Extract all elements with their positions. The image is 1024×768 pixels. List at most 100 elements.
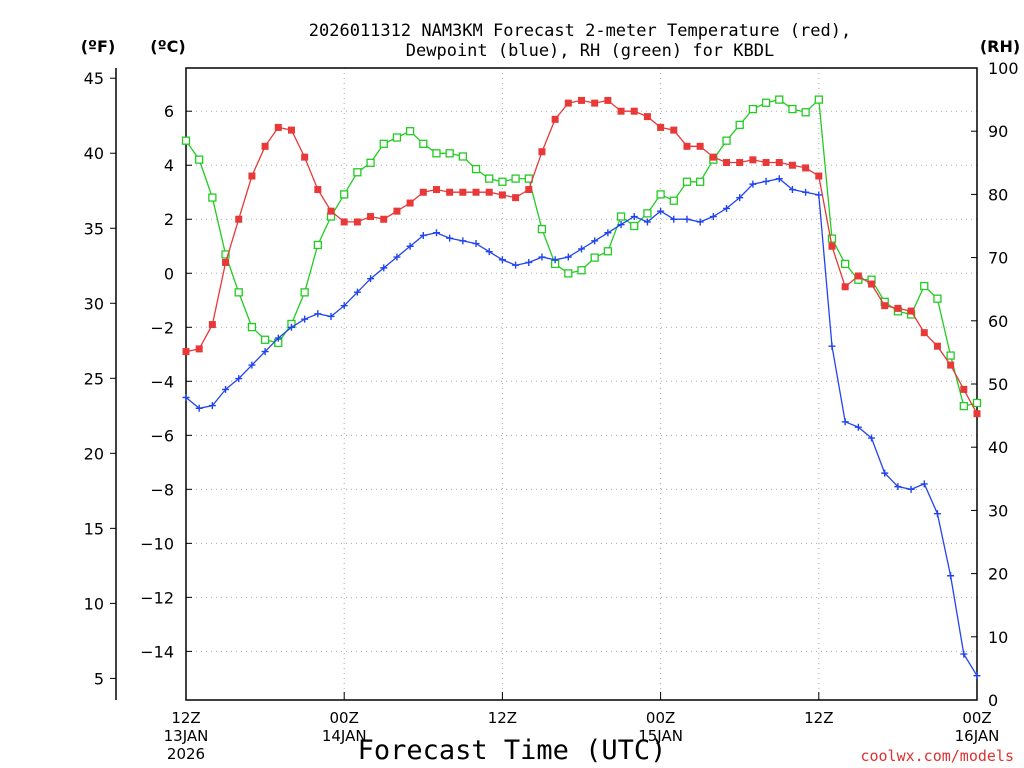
rh-tick-label: 10 <box>988 628 1008 647</box>
celsius-tick-label: 2 <box>164 210 174 229</box>
rh-tick-label: 30 <box>988 501 1008 520</box>
dewpoint-point <box>498 256 506 264</box>
celsius-tick-label: −8 <box>150 480 174 499</box>
dewpoint-point <box>947 572 955 580</box>
temperature-point <box>604 96 612 104</box>
temperature-point <box>670 126 678 134</box>
dewpoint-point <box>419 231 427 239</box>
temperature-point <box>538 148 546 156</box>
rh-point <box>577 266 586 275</box>
temperature-point <box>512 194 520 202</box>
temperature-point <box>696 142 704 150</box>
rh-point <box>603 247 613 256</box>
rh-point <box>300 288 309 297</box>
dewpoint-point <box>525 258 533 266</box>
dewpoint-point <box>854 423 862 431</box>
dewpoint-point <box>960 650 968 658</box>
rh-point <box>340 190 349 199</box>
rh-point <box>946 351 955 360</box>
temperature-point <box>446 188 454 196</box>
celsius-tick-label: −14 <box>140 642 174 661</box>
dewpoint-point <box>709 213 717 221</box>
rh-tick-label: 20 <box>988 565 1008 584</box>
temperature-point <box>182 348 190 356</box>
rh-tick-label: 0 <box>988 691 998 710</box>
rh-point <box>458 152 468 161</box>
rh-point <box>696 177 705 186</box>
temperature-point <box>828 242 836 250</box>
dewpoint-point <box>459 237 467 245</box>
chart-title-line2: Dewpoint (blue), RH (green) for KBDL <box>406 41 774 61</box>
rh-point <box>432 149 441 158</box>
dewpoint-point <box>894 483 902 491</box>
dewpoint-point <box>762 177 770 185</box>
rh-point <box>827 234 837 243</box>
celsius-tick-label: −2 <box>150 318 174 337</box>
temperature-point <box>657 123 665 131</box>
dewpoint-point <box>472 240 480 248</box>
rh-point <box>485 174 494 183</box>
rh-tick-label: 40 <box>988 438 1008 457</box>
temperature-point <box>591 99 599 107</box>
temperature-point <box>222 258 230 266</box>
dewpoint-point <box>775 175 783 183</box>
dewpoint-point <box>340 302 348 310</box>
dewpoint-point <box>815 191 823 199</box>
rh-point <box>564 269 573 278</box>
temperature-point <box>960 385 968 393</box>
temperature-point <box>841 283 849 291</box>
temperature-point <box>551 115 559 123</box>
rh-point <box>313 240 322 250</box>
rh-point <box>405 127 415 136</box>
celsius-tick-label: −12 <box>140 588 174 607</box>
rh-point <box>761 98 771 107</box>
temperature-point <box>459 188 467 196</box>
temperature-point <box>485 188 493 196</box>
dewpoint-point <box>604 229 612 237</box>
time-tick-hour: 00Z <box>962 709 991 727</box>
x-axis-label: Forecast Time (UTC) <box>358 735 667 766</box>
rh-point <box>181 136 191 145</box>
temperature-point <box>367 213 375 221</box>
dewpoint-point <box>841 418 849 426</box>
dewpoint-point <box>630 213 638 221</box>
temperature-point <box>933 342 941 350</box>
dewpoint-point <box>367 275 375 283</box>
dewpoint-point <box>881 469 889 477</box>
temperature-series <box>182 96 981 418</box>
temperature-point <box>578 96 585 104</box>
rh-point <box>682 177 692 186</box>
rh-point <box>498 177 507 186</box>
rh-tick-label: 90 <box>988 122 1008 141</box>
rh-unit-label: (RH) <box>980 37 1020 56</box>
temperature-point <box>894 304 902 312</box>
fahrenheit-tick-label: 35 <box>84 219 104 238</box>
rh-point <box>247 322 257 332</box>
dewpoint-point <box>538 253 546 261</box>
temperature-line <box>185 99 978 415</box>
rh-point <box>208 193 217 202</box>
temperature-point <box>802 164 810 172</box>
fahrenheit-tick-label: 25 <box>84 369 104 388</box>
temperature-point <box>406 199 414 207</box>
dewpoint-point <box>578 245 585 253</box>
rh-point <box>616 212 626 221</box>
dewpoint-point <box>591 237 599 245</box>
fahrenheit-axis: 45 40 35 30 25 20 15 10 5 <box>84 68 117 700</box>
time-tick-hour: 12Z <box>488 709 517 727</box>
rh-point <box>195 155 204 164</box>
rh-point <box>590 253 599 262</box>
dewpoint-point <box>301 315 309 323</box>
temperature-point <box>327 207 335 215</box>
dewpoint-point <box>512 261 520 269</box>
celsius-tick-label: 6 <box>164 102 174 121</box>
rh-tick-label: 60 <box>988 312 1008 331</box>
rh-point <box>419 139 428 148</box>
temperature-point <box>380 215 388 223</box>
temperature-point <box>314 186 322 194</box>
fahrenheit-tick-label: 40 <box>84 144 104 163</box>
dewpoint-point <box>657 207 665 215</box>
celsius-unit-label: (ºC) <box>150 37 185 56</box>
